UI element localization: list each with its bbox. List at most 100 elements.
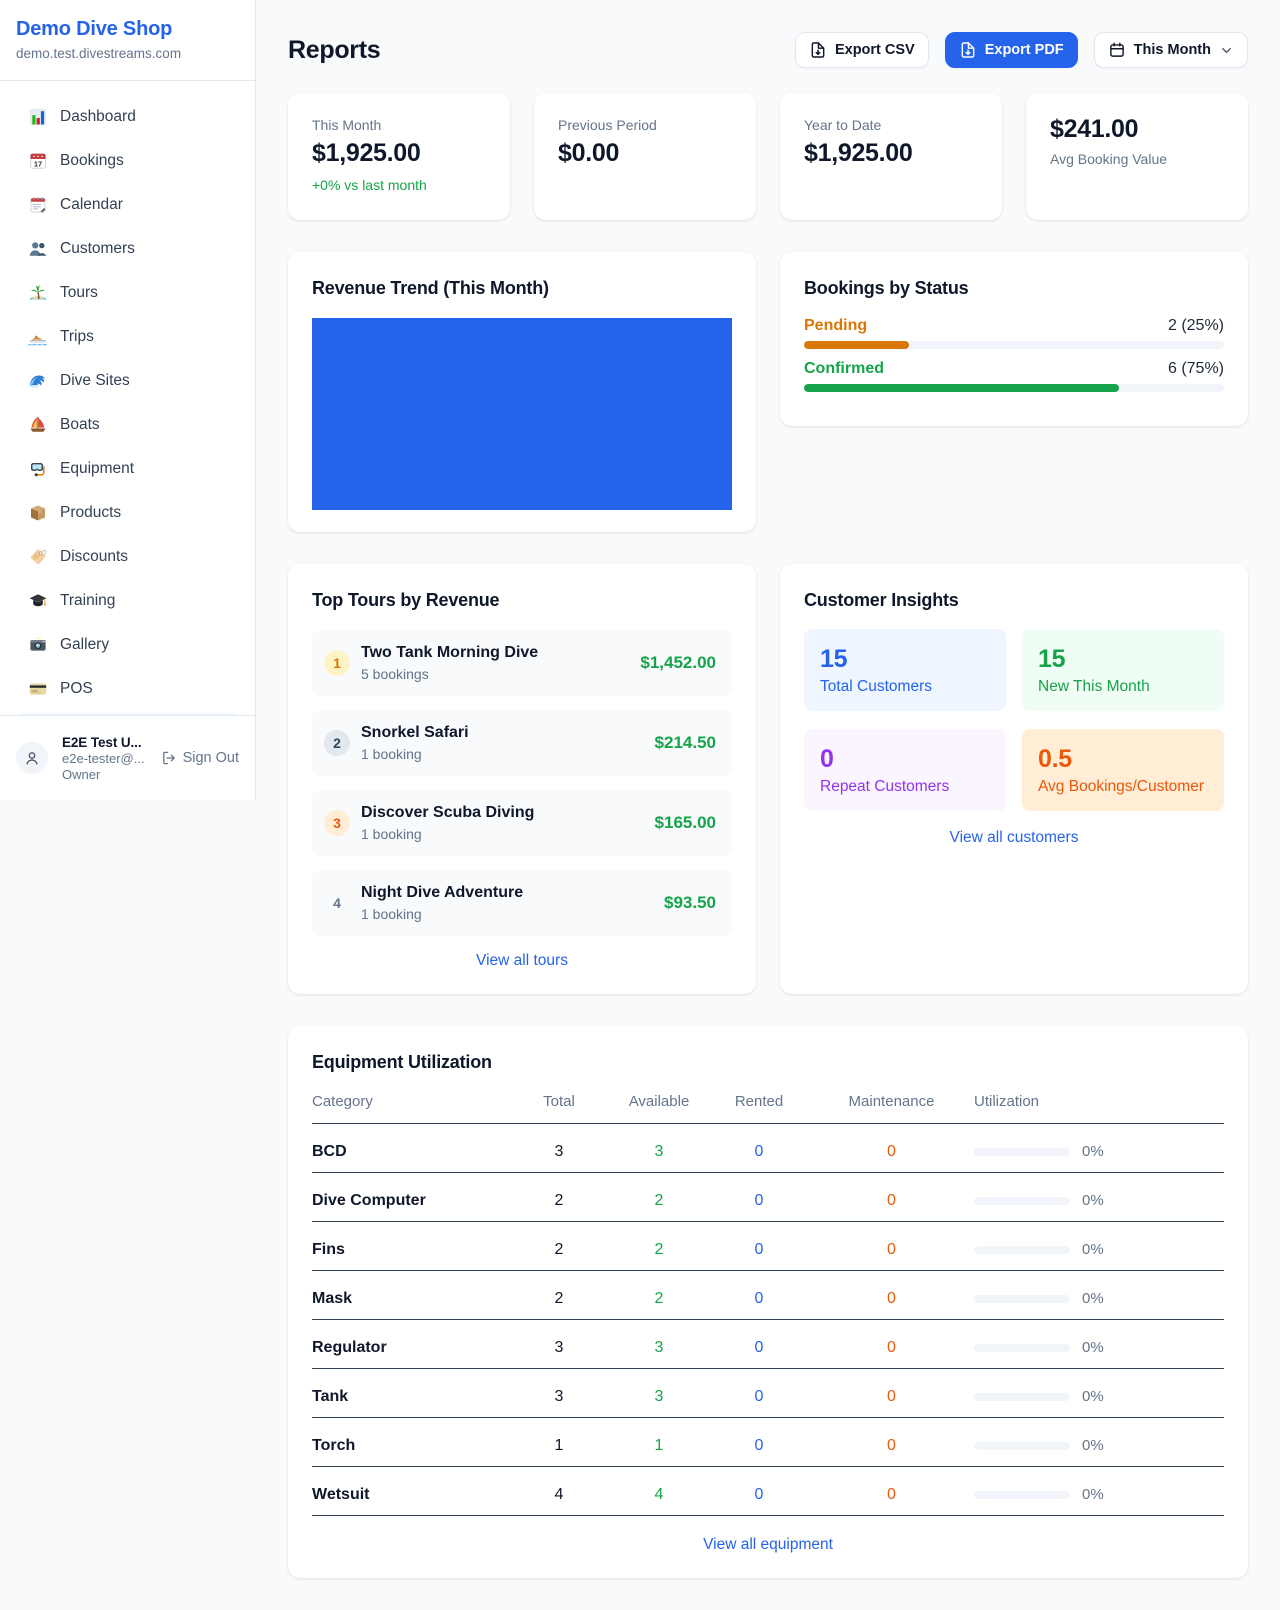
cell-utilization: 0% xyxy=(974,1124,1224,1172)
cell-utilization: 0% xyxy=(974,1467,1224,1515)
cell-category: Mask xyxy=(312,1290,353,1307)
export-pdf-button[interactable]: Export PDF xyxy=(944,32,1078,68)
export-csv-label: Export CSV xyxy=(834,42,915,58)
tour-bookings: 1 booking xyxy=(361,746,422,762)
status-progress-fill xyxy=(804,384,1119,392)
nav-item-label: Customers xyxy=(60,240,135,257)
nav-item-icon xyxy=(28,335,47,346)
insight-label: Total Customers xyxy=(820,678,932,695)
sidebar-nav-item[interactable]: Tours xyxy=(16,273,239,313)
tour-row: 2 Snorkel Safari 1 booking $214.50 xyxy=(312,710,732,776)
cell-available: 2 xyxy=(654,1192,664,1209)
nav-item-icon xyxy=(30,375,46,388)
sidebar-nav-item[interactable]: Training xyxy=(16,581,239,621)
period-select-button[interactable]: This Month xyxy=(1093,32,1248,68)
sidebar-nav-item[interactable]: Boats xyxy=(16,405,239,445)
sidebar-nav-item[interactable]: Gallery xyxy=(16,625,239,665)
stat-label: Avg Booking Value xyxy=(1050,151,1168,167)
revenue-trend-card: Revenue Trend (This Month) xyxy=(288,252,756,532)
equipment-utilization-card: Equipment Utilization Category Total Ava… xyxy=(288,1026,1248,1578)
cell-maintenance: 0 xyxy=(887,1388,896,1405)
insight-tile: 0 Repeat Customers xyxy=(804,729,1006,811)
sidebar-nav-item[interactable]: Discounts xyxy=(16,537,239,577)
charts-row: Revenue Trend (This Month) Bookings by S… xyxy=(288,252,1248,532)
nav-item-label: Bookings xyxy=(60,152,124,169)
page-title: Reports xyxy=(288,35,381,64)
nav-item-label: Calendar xyxy=(60,196,123,213)
sign-out-button[interactable]: Sign Out xyxy=(161,750,239,766)
view-all-tours-link[interactable]: View all tours xyxy=(476,952,568,969)
tour-revenue: $93.50 xyxy=(664,893,716,912)
insight-tile: 15 New This Month xyxy=(1022,629,1224,711)
export-csv-button[interactable]: Export CSV xyxy=(794,32,929,68)
equipment-table: Category Total Available Rented Maintena… xyxy=(312,1074,1224,1516)
sidebar-nav-item[interactable]: POS xyxy=(16,669,239,709)
nav-item-label: Equipment xyxy=(60,460,135,477)
cell-rented: 0 xyxy=(754,1339,764,1356)
sidebar-nav: Dashboard Bookings Calendar Customers To… xyxy=(0,81,255,715)
status-line: Confirmed 6 (75%) xyxy=(804,359,1224,379)
sidebar-nav-item-reports-active[interactable] xyxy=(16,713,239,715)
stats-row: This Month $1,925.00 +0% vs last month P… xyxy=(288,93,1248,220)
sidebar-nav-item[interactable]: Equipment xyxy=(16,449,239,489)
tour-info: Two Tank Morning Dive 5 bookings xyxy=(361,642,640,684)
equipment-table-row: Dive Computer 2 2 0 0 0% xyxy=(312,1173,1224,1222)
cell-category: Wetsuit xyxy=(312,1486,370,1503)
sidebar-nav-item[interactable]: Bookings xyxy=(16,141,239,181)
cell-category: BCD xyxy=(312,1143,347,1160)
stat-value: $241.00 xyxy=(1050,115,1139,143)
utilization-percent: 0% xyxy=(1082,1339,1104,1356)
tour-revenue: $165.00 xyxy=(654,813,716,832)
insight-grid: 15 Total Customers 15 New This Month 0 R… xyxy=(804,629,1224,811)
chevron-down-icon xyxy=(1222,47,1231,53)
cell-rented: 0 xyxy=(754,1143,764,1160)
utilization-percent: 0% xyxy=(1082,1192,1104,1209)
insight-value: 0.5 xyxy=(1038,745,1072,773)
utilization-bar-track xyxy=(974,1147,1070,1156)
tour-name: Night Dive Adventure xyxy=(361,884,524,901)
cell-maintenance: 0 xyxy=(887,1339,896,1356)
equipment-table-row: BCD 3 3 0 0 0% xyxy=(312,1124,1224,1173)
cell-total: 3 xyxy=(554,1143,564,1160)
cell-total: 2 xyxy=(554,1192,564,1209)
status-line: Pending 2 (25%) xyxy=(804,316,1224,336)
insights-row: Top Tours by Revenue 1 Two Tank Morning … xyxy=(288,564,1248,994)
view-all-customers-link[interactable]: View all customers xyxy=(949,829,1079,846)
nav-item-label: Dashboard xyxy=(60,108,136,125)
sidebar-nav-item[interactable]: Products xyxy=(16,493,239,533)
sidebar-nav-item[interactable]: Calendar xyxy=(16,185,239,225)
stat-value: $0.00 xyxy=(558,139,620,167)
cell-available: 4 xyxy=(654,1486,664,1503)
cell-utilization: 0% xyxy=(974,1418,1224,1466)
nav-item-label: Discounts xyxy=(60,548,129,565)
nav-item-label: Dive Sites xyxy=(60,372,130,389)
nav-item-icon xyxy=(31,463,45,477)
brand-name: Demo Dive Shop xyxy=(16,18,173,40)
status-progress-track xyxy=(804,384,1224,392)
stat-label: Previous Period xyxy=(558,117,657,133)
cell-rented: 0 xyxy=(754,1192,764,1209)
insight-label: New This Month xyxy=(1038,678,1150,695)
utilization-bar-track xyxy=(974,1490,1070,1499)
cell-utilization: 0% xyxy=(974,1369,1224,1417)
utilization-bar-track xyxy=(974,1392,1070,1401)
tour-rank-badge: 1 xyxy=(324,650,350,676)
cell-maintenance: 0 xyxy=(887,1241,896,1258)
sidebar-nav-item[interactable]: Dive Sites xyxy=(16,361,239,401)
insight-value: 15 xyxy=(820,645,848,673)
sidebar-nav-item[interactable]: Customers xyxy=(16,229,239,269)
nav-item-label: Boats xyxy=(60,416,100,433)
col-header-available: Available xyxy=(628,1093,690,1110)
cell-available: 3 xyxy=(654,1388,664,1405)
cell-utilization: 0% xyxy=(974,1222,1224,1270)
nav-item-icon xyxy=(29,593,47,607)
nav-item-icon xyxy=(30,636,46,651)
tour-row: 3 Discover Scuba Diving 1 booking $165.0… xyxy=(312,790,732,856)
insight-label: Avg Bookings/Customer xyxy=(1038,778,1204,795)
view-all-equipment-link[interactable]: View all equipment xyxy=(703,1536,833,1553)
sidebar-nav-item[interactable]: Trips xyxy=(16,317,239,357)
nav-item-icon xyxy=(29,683,47,695)
sidebar-nav-item[interactable]: Dashboard xyxy=(16,97,239,137)
utilization-percent: 0% xyxy=(1082,1290,1104,1307)
cell-available: 1 xyxy=(654,1437,664,1454)
